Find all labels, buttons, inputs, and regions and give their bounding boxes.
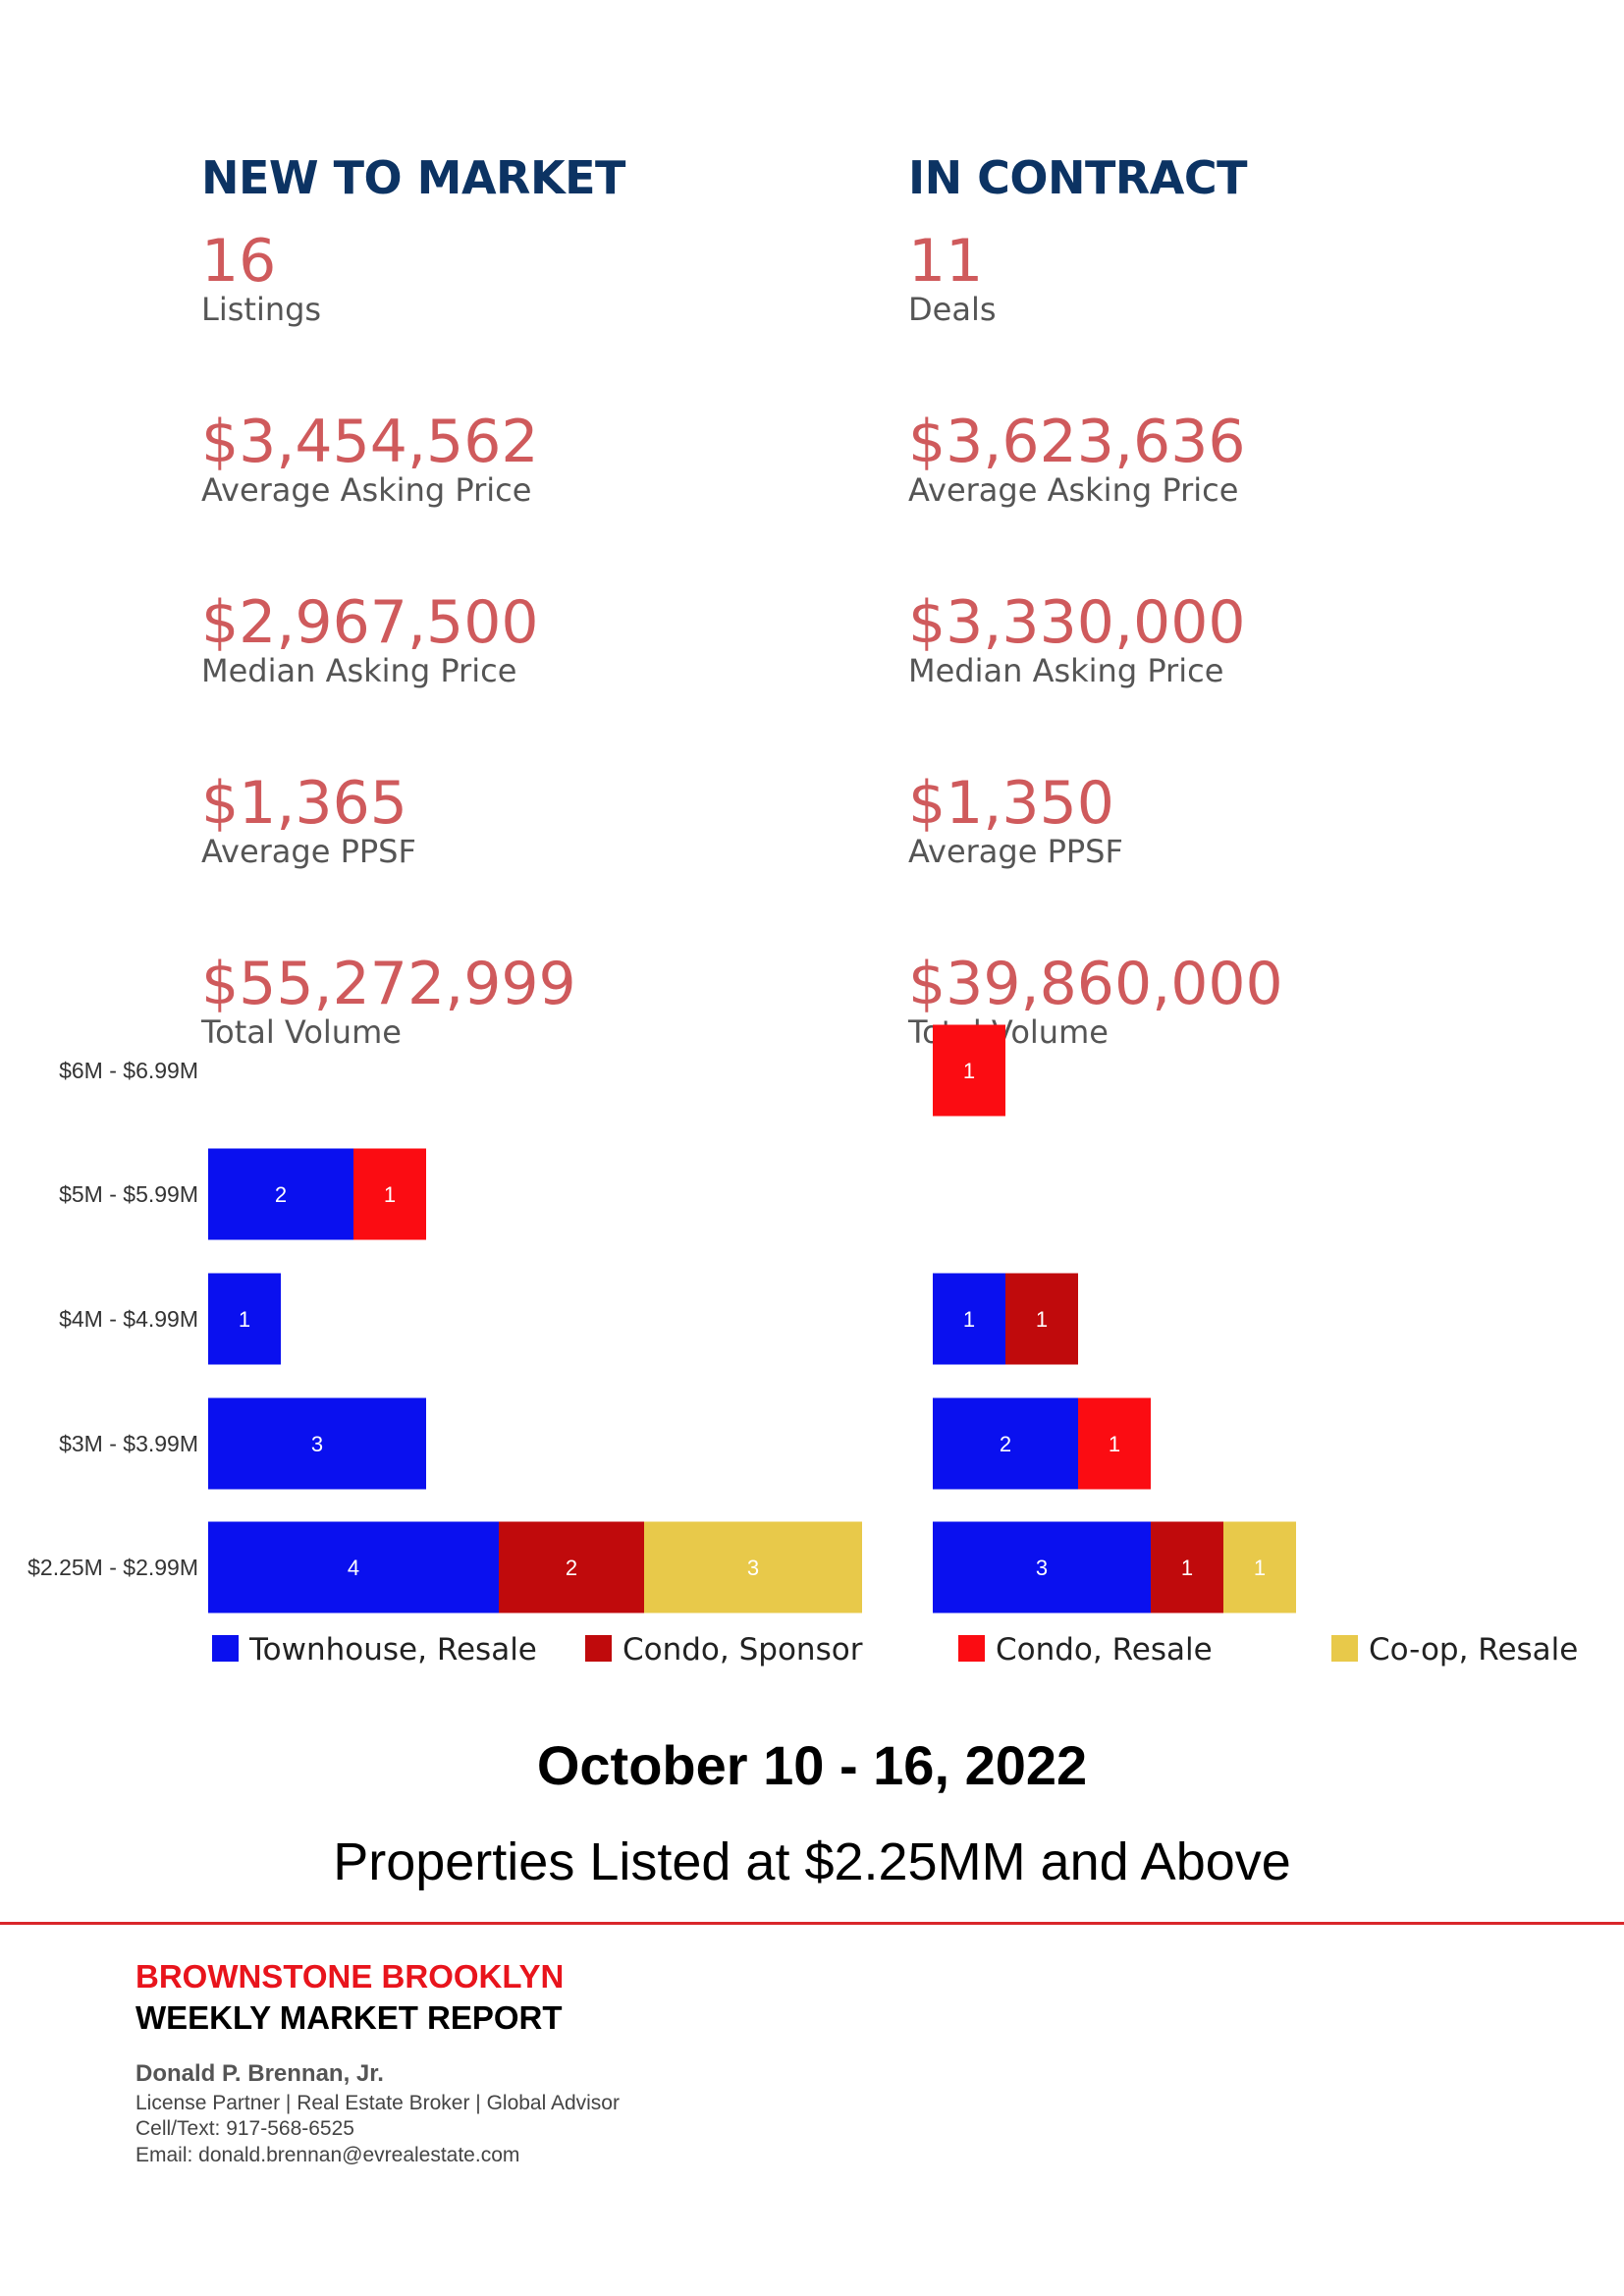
data-label: 1 [1181,1556,1193,1580]
bar-segment [933,1521,1151,1613]
stat-label: Average Asking Price [908,471,1239,509]
stat-value: $55,272,999 [201,950,576,1018]
stat-value: $2,967,500 [201,588,539,657]
bar-segment [1078,1397,1151,1490]
divider-line [0,1922,1624,1925]
category-label: $2.25M - $2.99M [27,1555,198,1580]
stat-label: Median Asking Price [201,652,517,689]
data-label: 1 [963,1059,975,1083]
bar-segment [1151,1521,1223,1613]
in-contract-title: IN CONTRACT [908,151,1248,204]
bar-segment [499,1521,644,1613]
stat-value: 11 [908,227,984,296]
bar-segment [1223,1521,1296,1613]
legend-swatch [585,1635,612,1662]
bar-segment [208,1397,426,1490]
stat-label: Average Asking Price [201,471,532,509]
data-label: 1 [1036,1307,1048,1332]
data-label: 2 [275,1182,287,1207]
stat-value: $3,454,562 [201,408,539,476]
data-label: 2 [566,1556,577,1580]
legend-swatch [958,1635,985,1662]
stat-label: Average PPSF [908,833,1123,870]
data-label: 3 [747,1556,759,1580]
stat-value: $39,860,000 [908,950,1283,1018]
brand-name: BROWNSTONE BROOKLYN [135,1958,565,1995]
legend-swatch [212,1635,239,1662]
stat-label: Listings [201,291,322,328]
agent-phone: Cell/Text: 917-568-6525 [135,2117,354,2140]
legend-swatch [1331,1635,1358,1662]
new-to-market-title: NEW TO MARKET [201,151,625,204]
agent-name: Donald P. Brennan, Jr. [135,2060,384,2087]
stat-value: $3,330,000 [908,588,1246,657]
stat-label: Total Volume [201,1013,402,1051]
new-to-market-column: NEW TO MARKET 16 Listings $3,454,562 Ave… [201,147,889,1110]
in-contract-column: IN CONTRACT 11 Deals $3,623,636 Average … [908,147,1596,1110]
stat-block: $3,623,636 Average Asking Price [908,410,1596,568]
stat-block: $2,967,500 Median Asking Price [201,591,889,748]
stat-label: Deals [908,291,997,328]
data-label: 4 [348,1556,359,1580]
agent-title: License Partner | Real Estate Broker | G… [135,2092,620,2114]
stat-label: Average PPSF [201,833,416,870]
bar-segment [1005,1273,1078,1365]
report-name: WEEKLY MARKET REPORT [135,1999,563,2036]
data-label: 1 [963,1307,975,1332]
category-label: $4M - $4.99M [59,1306,198,1332]
report-subtitle: Properties Listed at $2.25MM and Above [333,1832,1291,1891]
category-label: $6M - $6.99M [59,1058,198,1083]
stat-block: $1,365 Average PPSF [201,772,889,929]
legend-label: Co-op, Resale [1369,1632,1578,1667]
stat-block: 16 Listings [201,230,889,387]
stat-block: $55,272,999 Total Volume [201,953,889,1110]
stat-value: $1,365 [201,769,407,838]
data-label: 3 [311,1432,323,1456]
stat-label: Median Asking Price [908,652,1224,689]
bar-segment [208,1148,353,1240]
agent-email[interactable]: Email: donald.brennan@evrealestate.com [135,2144,520,2166]
legend-label: Condo, Sponsor [623,1632,863,1667]
bar-segment [933,1397,1078,1490]
stat-value: 16 [201,227,277,296]
data-label: 1 [1254,1556,1266,1580]
category-label: $5M - $5.99M [59,1181,198,1207]
data-label: 2 [1000,1432,1011,1456]
legend-label: Townhouse, Resale [248,1632,537,1667]
bar-segment [208,1273,281,1365]
bar-segment [353,1148,426,1240]
stat-value: $3,623,636 [908,408,1246,476]
bar-segment [933,1024,1005,1117]
legend-label: Condo, Resale [996,1632,1213,1667]
bar-segment [933,1273,1005,1365]
category-label: $3M - $3.99M [59,1431,198,1456]
price-range-bar-chart: $6M - $6.99M $5M - $5.99M $4M - $4.99M $3M … [27,1024,1578,1667]
stat-block: $3,454,562 Average Asking Price [201,410,889,568]
stat-block: 11 Deals [908,230,1596,387]
report-period: October 10 - 16, 2022 [536,1734,1088,1796]
data-label: 1 [1109,1432,1120,1456]
data-label: 3 [1036,1556,1048,1580]
data-label: 1 [239,1307,250,1332]
stat-block: $3,330,000 Median Asking Price [908,591,1596,748]
stat-value: $1,350 [908,769,1114,838]
stat-block: $1,350 Average PPSF [908,772,1596,929]
data-label: 1 [384,1182,396,1207]
bar-segment [644,1521,862,1613]
bar-segment [208,1521,499,1613]
